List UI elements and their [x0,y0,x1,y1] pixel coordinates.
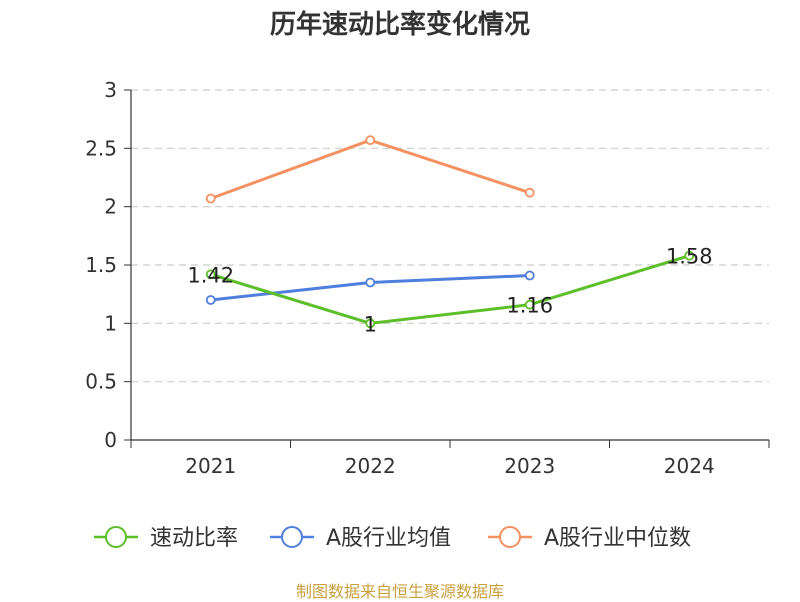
x-tick-label: 2024 [664,454,715,478]
data-point [684,250,695,261]
data-label: 1.42 [187,263,234,287]
x-tick-label: 2022 [345,454,396,478]
data-label: 1.16 [506,294,553,318]
chart-title: 历年速动比率变化情况 [269,10,530,40]
x-tick-label: 2023 [504,454,555,478]
legend-label: A股行业均值 [326,526,451,551]
data-point [205,295,216,305]
data-point [524,187,535,198]
data-label: 1.58 [666,245,713,269]
y-tick-label: 1.5 [85,253,117,277]
y-tick-label: 0 [104,428,117,452]
data-point [524,299,535,310]
data-labels: 1.42 1 1.16 1.58 [187,245,712,337]
y-tick-label: 1 [104,311,117,335]
data-point [524,270,535,281]
legend-marker [281,526,303,548]
legend-marker [499,526,521,548]
series-lines [205,135,695,329]
x-tick-label: 2021 [185,454,236,478]
data-point [365,277,376,288]
y-tick-label: 3 [104,78,117,102]
y-tick-label: 0.5 [85,370,117,394]
series-line [210,254,690,325]
data-point [365,318,376,329]
data-point [205,193,216,204]
data-point [365,135,376,146]
legend-marker [105,526,127,548]
legend-label: A股行业中位数 [544,526,691,551]
grid-lines [131,89,769,383]
legend-label: 速动比率 [150,526,238,551]
y-tick-label: 2 [104,195,117,219]
source-note: 制图数据来自恒生聚源数据库 [295,582,504,601]
y-tick-label: 2.5 [85,136,117,160]
axes: 0 0.5 1 1.5 2 2.5 3 2021 2022 2023 2024 [85,78,770,478]
legend: 速动比率 A股行业均值 A股行业中位数 [94,526,691,551]
data-point [205,269,216,280]
data-label: 1 [364,312,377,336]
